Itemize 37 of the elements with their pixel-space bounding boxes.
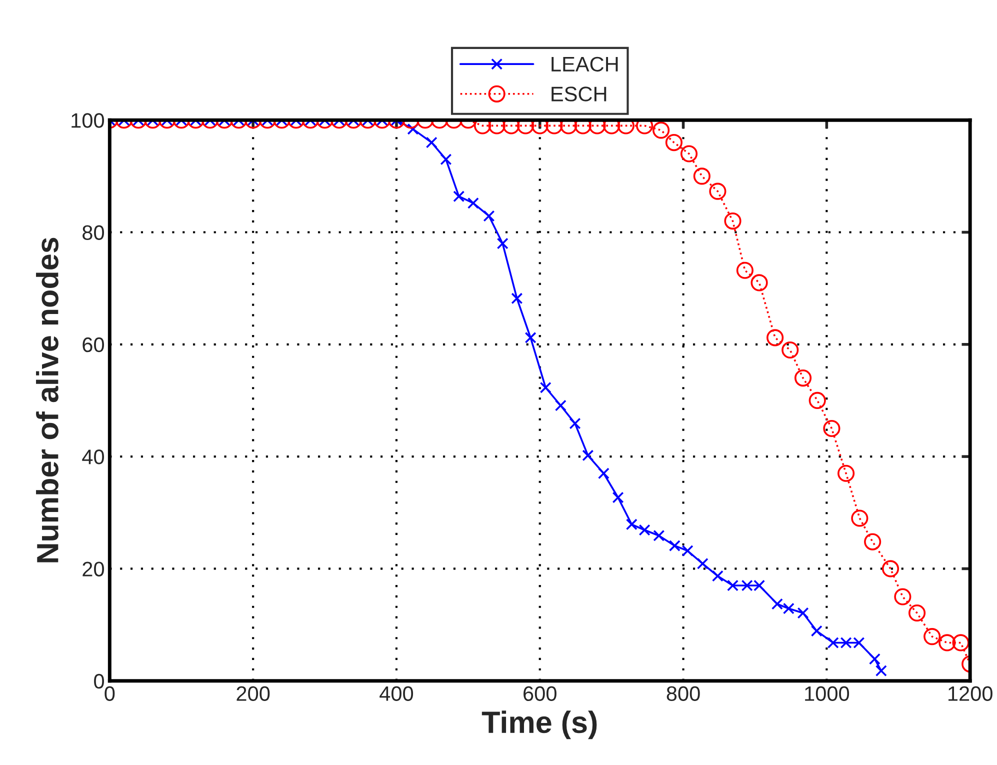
y-tick-label: 80 bbox=[82, 225, 104, 240]
point bbox=[540, 382, 552, 394]
point bbox=[598, 468, 610, 480]
point bbox=[582, 450, 594, 462]
point bbox=[626, 518, 638, 530]
x-tick-label: 200 bbox=[236, 686, 270, 702]
x-tick-label: 800 bbox=[666, 686, 700, 702]
x-tick-label: 1000 bbox=[805, 686, 850, 702]
legend-label: LEACH bbox=[552, 56, 618, 72]
y-tick-label: 20 bbox=[82, 562, 104, 576]
point bbox=[797, 607, 809, 619]
y-axis-title: Number of alive nodes bbox=[36, 238, 58, 562]
y-tick-label: 40 bbox=[82, 450, 104, 464]
point bbox=[653, 530, 665, 542]
point bbox=[810, 625, 822, 637]
point bbox=[638, 524, 650, 536]
point bbox=[712, 570, 724, 582]
x-tick-label: 400 bbox=[380, 686, 414, 702]
point bbox=[726, 580, 739, 592]
point bbox=[875, 664, 887, 677]
point bbox=[868, 653, 880, 665]
x-axis-title: Time (s) bbox=[482, 710, 597, 740]
point bbox=[782, 602, 794, 614]
point bbox=[696, 558, 708, 570]
y-tick-label: 100 bbox=[72, 113, 104, 128]
x-tick-label: 1200 bbox=[948, 686, 992, 702]
point bbox=[569, 418, 581, 430]
point bbox=[554, 400, 566, 412]
legend-label: ESCH bbox=[552, 86, 606, 102]
point bbox=[771, 598, 783, 610]
point bbox=[612, 492, 624, 504]
point bbox=[682, 544, 694, 557]
y-tick-label: 0 bbox=[94, 674, 104, 689]
x-tick-label: 600 bbox=[524, 686, 556, 702]
point bbox=[668, 540, 680, 552]
y-tick-label: 60 bbox=[82, 337, 104, 352]
x-tick-label: 0 bbox=[104, 686, 115, 702]
